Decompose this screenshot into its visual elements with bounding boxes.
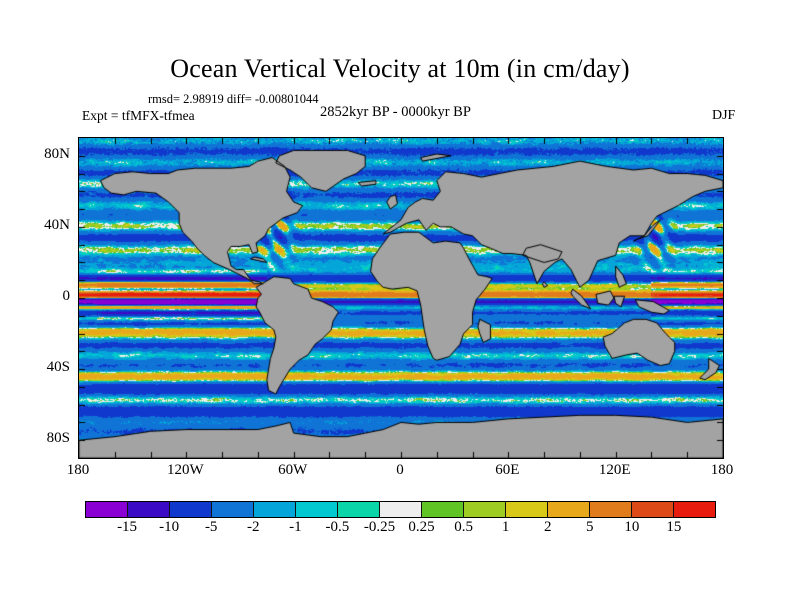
- season-annotation: DJF: [712, 108, 736, 123]
- colorbar-tick-6: -0.25: [363, 519, 396, 535]
- y-tick-label-80S: 80S: [46, 430, 70, 447]
- colorbar-segment-indigo: [128, 502, 170, 517]
- period-annotation: 2852kyr BP - 0000kyr BP: [320, 104, 471, 120]
- colorbar-segment-blue: [170, 502, 212, 517]
- x-tick-label-120W: 120W: [166, 462, 204, 478]
- colorbar-segment-purple: [86, 502, 128, 517]
- page-title: Ocean Vertical Velocity at 10m (in cm/da…: [170, 54, 630, 83]
- colorbar-tick-11: 5: [586, 519, 594, 535]
- colorbar-segment-cyan-blue: [254, 502, 296, 517]
- colorbar-tick-13: 15: [666, 519, 682, 535]
- colorbar-segment-cyan: [296, 502, 338, 517]
- x-tick-label-60W: 60W: [278, 462, 308, 478]
- colorbar-tick-8: 0.5: [454, 519, 473, 535]
- colorbar-tick-10: 2: [543, 519, 552, 535]
- colorbar-tick-3: -2: [247, 519, 260, 535]
- colorbar-tick-7: 0.25: [408, 519, 435, 535]
- x-tick-label-60E: 60E: [495, 462, 520, 478]
- colorbar: [85, 501, 716, 518]
- y-tick-label-80N: 80N: [44, 145, 70, 162]
- colorbar-segment-teal-green: [338, 502, 380, 517]
- x-tick-label-180: 180: [66, 462, 90, 478]
- colorbar-tick-12: 10: [624, 519, 640, 535]
- colorbar-segment-green: [422, 502, 464, 517]
- colorbar-tick-0: -15: [117, 519, 138, 535]
- y-tick-label-40N: 40N: [44, 216, 70, 233]
- colorbar-segment-dark-orange: [632, 502, 674, 517]
- y-tick-label-0: 0: [62, 288, 71, 304]
- x-tick-label-180: 180: [710, 462, 734, 478]
- colorbar-segment-yellow-green: [464, 502, 506, 517]
- colorbar-segment-light-grey: [380, 502, 422, 517]
- colorbar-tick-9: 1: [501, 519, 510, 535]
- x-tick-label-120E: 120E: [598, 462, 631, 478]
- colorbar-tick-4: -1: [289, 519, 302, 535]
- ocean-vertical-velocity-heatmap: [79, 138, 723, 458]
- colorbar-segment-yellow: [506, 502, 548, 517]
- colorbar-tick-1: -10: [159, 519, 180, 535]
- rmsd-annotation: rmsd= 2.98919 diff= -0.00801044: [148, 92, 319, 106]
- colorbar-segment-gold: [548, 502, 590, 517]
- colorbar-tick-labels: -15 -10 -5 -2 -1 -0.5 -0.25 0.25 0.5 1 2 5 10 15: [85, 519, 716, 541]
- x-tick-label-0: 0: [396, 462, 404, 478]
- colorbar-segment-red: [674, 502, 715, 517]
- colorbar-tick-5: -0.5: [325, 519, 350, 535]
- map-plot-area: [78, 137, 724, 459]
- colorbar-tick-2: -5: [204, 519, 218, 535]
- experiment-annotation: Expt = tfMFX-tfmea: [82, 108, 195, 123]
- colorbar-segment-medium-blue: [212, 502, 254, 517]
- colorbar-segment-orange: [590, 502, 632, 517]
- y-tick-label-40S: 40S: [46, 359, 70, 376]
